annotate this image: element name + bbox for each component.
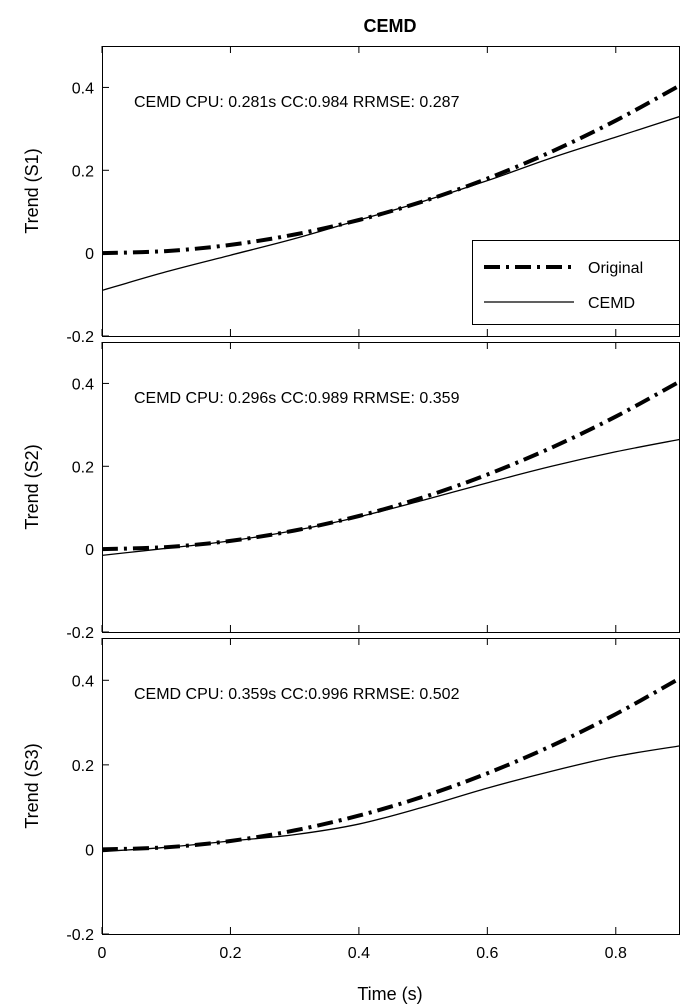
y-axis-label: Trend (S3) (22, 743, 42, 828)
legend: Original CEMD (472, 240, 680, 325)
chart-title: CEMD (364, 16, 417, 36)
cpu-annotation: CEMD CPU: 0.296s CC:0.989 RRMSE: 0.359 (134, 390, 460, 407)
y-tick-label: 0 (85, 246, 94, 263)
y-axis-label: Trend (S2) (22, 444, 42, 529)
y-tick-label: -0.2 (66, 625, 94, 642)
cpu-annotation: CEMD CPU: 0.281s CC:0.984 RRMSE: 0.287 (134, 94, 460, 111)
y-tick-label: 0.4 (72, 376, 94, 393)
y-tick-label: 0.4 (72, 80, 94, 97)
series-line-original (102, 676, 680, 852)
y-tick-label: 0.4 (72, 673, 94, 690)
x-axis-label: Time (s) (357, 984, 422, 1004)
x-tick-label: 0.2 (219, 945, 241, 962)
y-axis-label: Trend (S1) (22, 148, 42, 233)
y-tick-label: -0.2 (66, 329, 94, 346)
plot-frame (102, 342, 680, 633)
panel-2: -0.2 0 0.2 0.4 Trend (S2) CEMD CPU: 0.296s CC… (22, 342, 680, 642)
plot-frame (102, 638, 680, 935)
legend-label-cemd: CEMD (588, 295, 635, 312)
x-tick-label: 0 (98, 945, 107, 962)
series-group (102, 379, 680, 557)
series-group (102, 676, 680, 853)
series-line-cemd (102, 115, 680, 292)
series-group (102, 83, 680, 292)
y-tick-label: 0 (85, 542, 94, 559)
cpu-annotation: CEMD CPU: 0.359s CC:0.996 RRMSE: 0.502 (134, 686, 460, 703)
series-line-cemd (102, 745, 680, 853)
y-tick-label: 0.2 (72, 459, 94, 476)
x-tick-label: 0.4 (348, 945, 370, 962)
series-line-cemd (102, 438, 680, 557)
legend-box (472, 240, 680, 325)
y-tick-label: 0 (85, 842, 94, 859)
y-tick-label: 0.2 (72, 163, 94, 180)
y-tick-label: -0.2 (66, 927, 94, 944)
legend-label-original: Original (588, 260, 643, 277)
x-tick-label: 0.6 (476, 945, 498, 962)
y-tick-label: 0.2 (72, 758, 94, 775)
x-tick-label: 0.8 (605, 945, 627, 962)
panel-1: -0.2 0 0.2 0.4 Trend (S1) CEMD CPU: 0.281s CC… (22, 46, 680, 346)
